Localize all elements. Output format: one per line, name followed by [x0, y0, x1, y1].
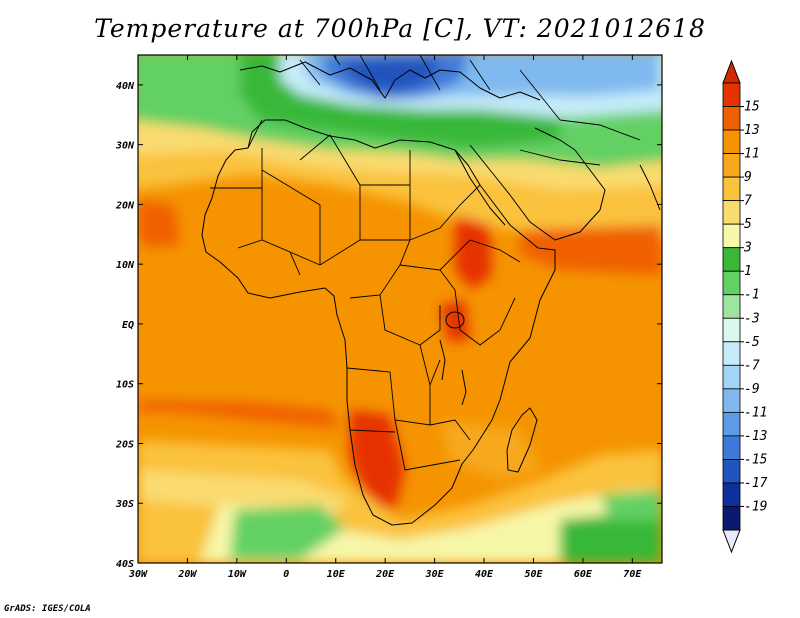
- field-south-green-east: [560, 510, 662, 563]
- lat-axis: 40N 30N 20N 10N EQ 10S 20S 30S 40S: [115, 81, 662, 570]
- colorbar-label: 9: [744, 170, 752, 185]
- colorbar-label: -5: [744, 335, 760, 350]
- africa-coastline: [201, 119, 556, 526]
- colorbar-label: -7: [744, 358, 760, 373]
- colorbar: 15 13 11 9 7 5 3 1 -1 -3 -5 -7 -9 -11 -13 -15 -17 -19: [722, 59, 768, 554]
- field-kalahari-warm: [350, 410, 405, 510]
- colorbar-swatch: [722, 200, 741, 225]
- colorbar-swatch: [722, 459, 741, 484]
- colorbar-swatch: [722, 270, 741, 296]
- colorbar-swatch: [722, 317, 741, 343]
- field-madagascar-mild: [440, 420, 540, 480]
- lake-tanganyika: [439, 339, 446, 381]
- lon-tick-label: 30E: [425, 569, 445, 580]
- plot-frame: [137, 54, 663, 564]
- colorbar-label: 5: [744, 217, 752, 232]
- colorbar-label: 1: [744, 264, 752, 279]
- lon-tick-label: 10W: [228, 569, 247, 580]
- lake-malawi: [461, 369, 467, 406]
- coastlines: [201, 61, 661, 526]
- colorbar-swatch: [722, 506, 741, 531]
- lake-victoria: [445, 311, 465, 329]
- lon-tick-label: 20E: [375, 569, 395, 580]
- colorbar-swatch: [722, 482, 741, 507]
- madagascar-coastline: [506, 407, 538, 473]
- colorbar-label: -11: [744, 405, 767, 420]
- colorbar-bottom-arrow: [722, 529, 741, 554]
- colorbar-swatch: [722, 247, 741, 272]
- chart-title: Temperature at 700hPa [C], VT: 202101261…: [94, 14, 706, 43]
- lon-axis: 30W 20W 10W 0 10E 20E 30E 40E 50E 60E 70E: [128, 55, 642, 580]
- india-coastline: [639, 164, 661, 211]
- colorbar-swatch: [722, 411, 741, 437]
- field-ethiopia-warm: [455, 215, 492, 290]
- colorbar-label: 7: [744, 194, 752, 209]
- colorbar-label: -19: [744, 499, 767, 514]
- lat-tick-label: 30S: [115, 499, 134, 510]
- lat-tick-label: EQ: [122, 320, 134, 331]
- colorbar-swatch: [722, 129, 741, 154]
- colorbar-label: 11: [744, 147, 760, 162]
- colorbar-label: 15: [744, 100, 760, 115]
- colorbar-swatch: [722, 341, 741, 366]
- colorbar-swatch: [722, 294, 741, 319]
- lat-tick-label: 20N: [115, 200, 135, 211]
- lat-tick-label: 20S: [115, 439, 134, 450]
- lon-tick-label: 20W: [177, 569, 197, 580]
- lat-tick-label: 10N: [116, 260, 135, 271]
- colorbar-label: -1: [744, 288, 760, 303]
- field-gulf-warm: [138, 200, 180, 248]
- arabia-coastline: [469, 127, 606, 241]
- lat-tick-label: 10S: [116, 380, 134, 391]
- field-south-green: [230, 505, 345, 560]
- lakes: [439, 311, 467, 406]
- colorbar-label: 3: [743, 241, 752, 256]
- lat-tick-label: 40N: [116, 81, 135, 92]
- lon-tick-label: 60E: [574, 569, 593, 580]
- colorbar-swatch: [722, 176, 741, 202]
- credit-text: GrADS: IGES/COLA: [4, 604, 91, 614]
- colorbar-swatch: [722, 364, 741, 390]
- colorbar-label: -13: [744, 429, 767, 444]
- colorbar-swatch: [722, 388, 741, 413]
- colorbar-label: -3: [744, 311, 760, 326]
- colorbar-swatch: [722, 153, 741, 178]
- lon-tick-label: 30W: [128, 569, 148, 580]
- field-south-yellow: [138, 470, 350, 515]
- colorbar-swatch: [722, 223, 741, 249]
- field-southern-warm-band: [138, 400, 340, 428]
- europe-coastline: [239, 61, 541, 101]
- lat-tick-label: 40S: [116, 559, 134, 570]
- country-borders: [210, 55, 641, 471]
- red-sea-coast: [454, 149, 506, 226]
- colorbar-label: 13: [744, 123, 760, 138]
- colorbar-swatch: [722, 82, 741, 107]
- colorbar-label: -15: [744, 452, 768, 467]
- lat-tick-label: 30N: [115, 141, 135, 152]
- lon-tick-label: 0: [283, 569, 289, 580]
- colorbar-swatch: [722, 435, 741, 460]
- lon-tick-label: 70E: [623, 569, 642, 580]
- field-mediterranean-deep: [340, 58, 440, 92]
- lon-tick-label: 50E: [524, 569, 543, 580]
- colorbar-top-arrow: [722, 59, 741, 84]
- colorbar-swatch: [722, 106, 741, 131]
- temperature-field: [138, 55, 662, 563]
- lon-tick-label: 10E: [327, 569, 346, 580]
- field-south-lime-east: [600, 490, 662, 520]
- colorbar-label: -9: [744, 382, 760, 397]
- lon-tick-label: 40E: [475, 569, 494, 580]
- colorbar-label: -17: [744, 476, 768, 491]
